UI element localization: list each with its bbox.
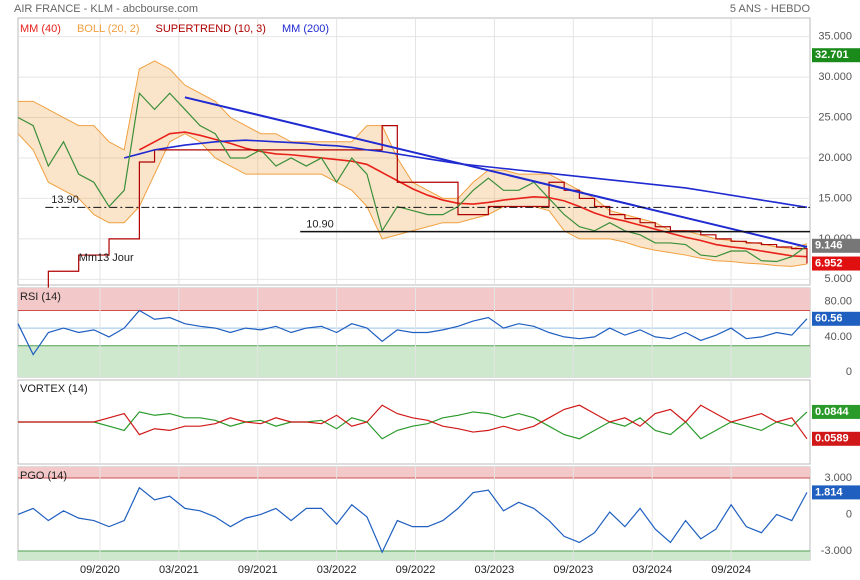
panel: 09/2020 03/2021 09/2021 03/2022 09/2022 03/20…	[17, 466, 860, 576]
x-tick-label: 09/2022	[396, 564, 436, 576]
value-badge-label: 9.146	[815, 240, 843, 252]
panel: VORTEX (14) 0.0844 0.0589	[17, 379, 860, 465]
trendline	[184, 96, 808, 248]
price-line	[17, 486, 808, 554]
y-tick-label: 0	[846, 508, 852, 520]
legend-entry: MM (40)	[20, 23, 61, 35]
value-badge	[812, 485, 860, 500]
y-tick-label: 40.00	[824, 331, 852, 343]
x-tick-label: 03/2021	[159, 564, 199, 576]
x-tick-label: 03/2023	[475, 564, 515, 576]
price-line	[17, 91, 808, 263]
panel-frame	[17, 379, 811, 465]
x-tick-label: 09/2023	[553, 564, 593, 576]
y-tick-label: 30.000	[818, 71, 852, 83]
chart-title: AIR FRANCE - KLM - abcbourse.com	[14, 3, 198, 15]
oversold-zone	[18, 345, 810, 377]
line-layer	[18, 404, 808, 440]
value-badge	[812, 256, 860, 271]
y-tick-label: -3.000	[821, 545, 852, 557]
y-tick-label: 25.000	[818, 111, 852, 123]
panel: 80.00 40.00 0 RSI (14) 60.56	[17, 287, 860, 378]
line-layer	[17, 486, 808, 554]
x-tick-label: 09/2021	[238, 564, 278, 576]
value-badge-label: 1.814	[815, 486, 843, 498]
value-badge	[812, 48, 860, 63]
panel-title: RSI (14)	[20, 291, 61, 303]
panel-title: VORTEX (14)	[20, 383, 88, 395]
y-tick-label: 20.000	[818, 152, 852, 164]
panel: 35.00030.00025.00020.00015.00010.0005.00…	[17, 17, 860, 297]
overbought-zone	[18, 288, 810, 311]
level-label: 10.90	[306, 219, 334, 231]
line-layer	[17, 309, 808, 356]
value-badge	[812, 238, 860, 253]
y-tick-label: 80.00	[824, 296, 852, 308]
value-badge	[812, 311, 860, 326]
indicator-line	[18, 125, 808, 297]
value-badge	[812, 431, 860, 446]
legend-entry: MM (200)	[282, 23, 329, 35]
level-label: 13.90	[51, 194, 79, 206]
panel-frame	[17, 466, 811, 561]
value-badge-label: 6.952	[815, 257, 843, 269]
value-badge-label: 60.56	[815, 313, 843, 325]
y-tick-label: 3.000	[824, 472, 852, 484]
value-badge-label: 0.0844	[815, 406, 850, 418]
price-line	[18, 404, 808, 440]
x-tick-label: 09/2024	[711, 564, 751, 576]
price-line	[17, 309, 808, 356]
value-badge-label: 0.0589	[815, 433, 849, 445]
annotation: Mm13 Jour	[79, 252, 134, 264]
y-tick-label: 15.000	[818, 192, 852, 204]
y-tick-label: 35.000	[818, 31, 852, 43]
x-tick-label: 03/2024	[632, 564, 672, 576]
chart-subtitle: 5 ANS - HEBDO	[730, 3, 811, 15]
price-line	[18, 411, 808, 440]
value-badge-label: 32.701	[815, 49, 849, 61]
line-layer: 13.90 10.90 Mm13 Jour	[17, 91, 810, 297]
x-tick-label: 09/2020	[80, 564, 120, 576]
legend-entry: BOLL (20, 2)	[77, 23, 140, 35]
oversold-zone	[18, 550, 810, 560]
value-badge	[812, 404, 860, 419]
legend-entry: SUPERTREND (10, 3)	[156, 23, 266, 35]
x-tick-label: 03/2022	[317, 564, 357, 576]
y-tick-label: 5.000	[824, 273, 852, 285]
panel-title: PGO (14)	[20, 470, 67, 482]
overbought-zone	[18, 467, 810, 478]
bollinger-lower	[17, 133, 808, 267]
y-tick-label: 0	[846, 366, 852, 378]
